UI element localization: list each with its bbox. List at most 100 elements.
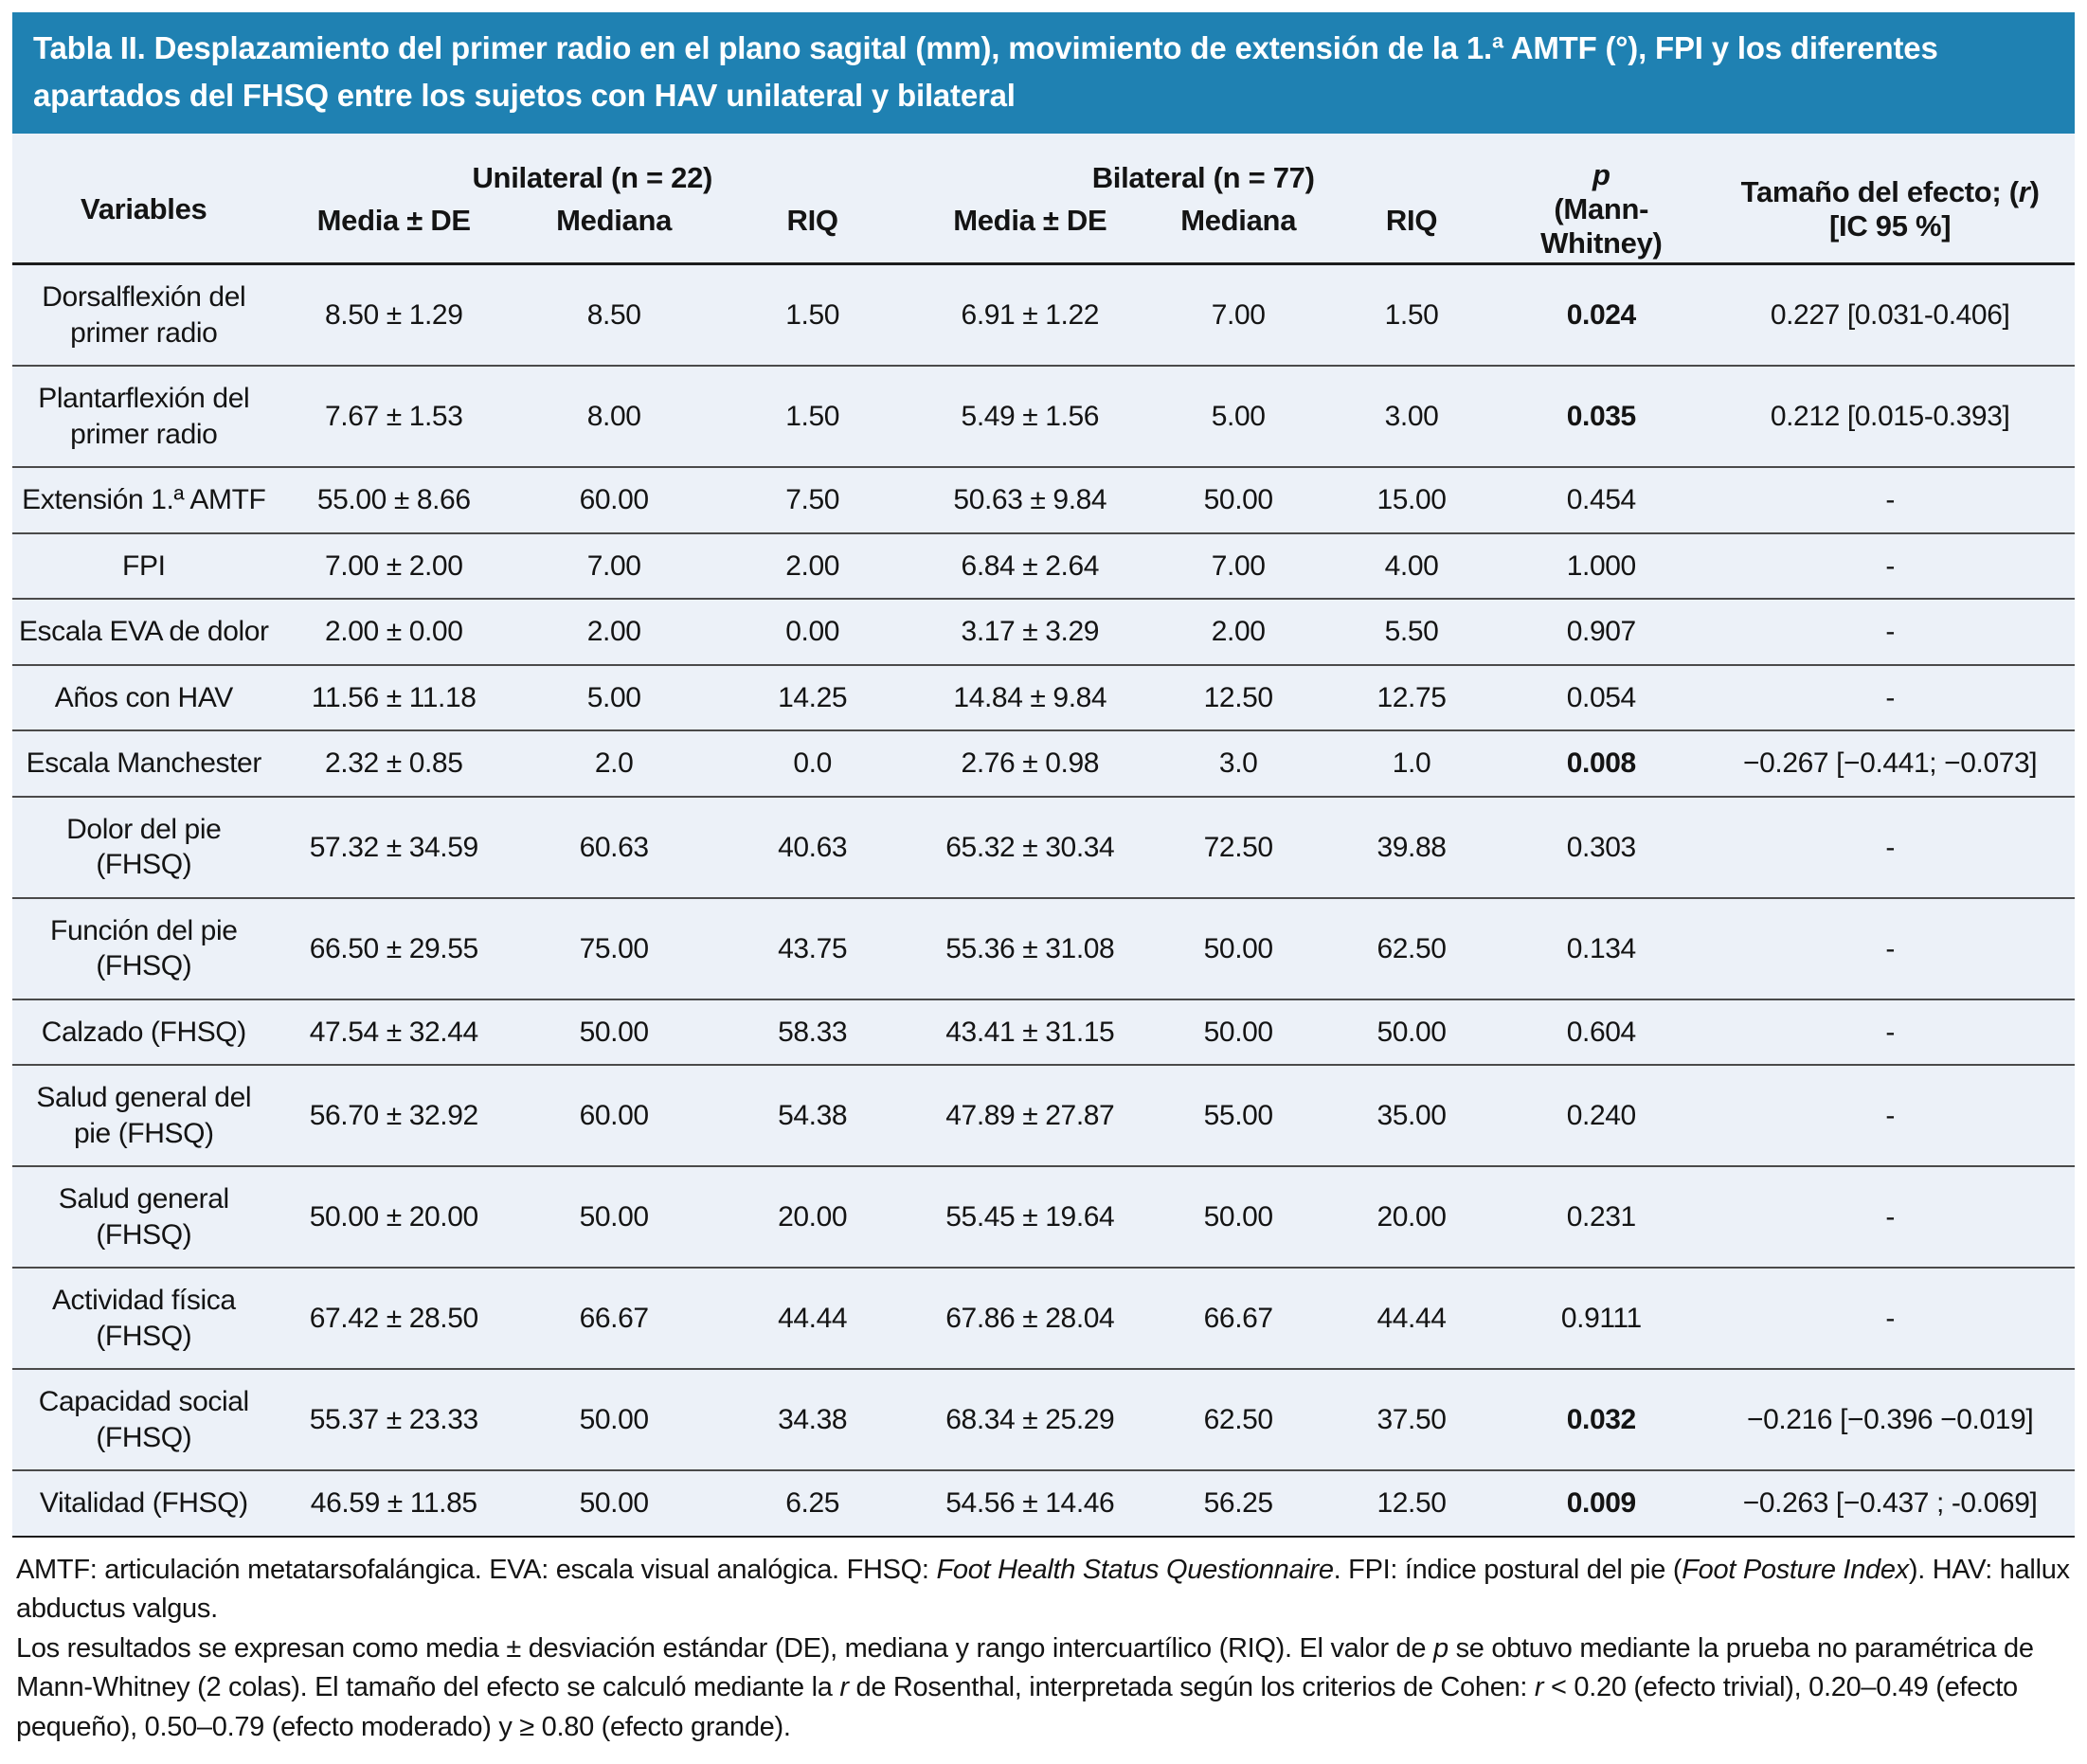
table-row: Años con HAV 11.56 ± 11.18 5.00 14.25 14.84 …: [12, 663, 2075, 731]
value-cell-u-mean: 55.00 ± 8.66: [275, 466, 513, 533]
value-cell-effect: -: [1705, 795, 2075, 898]
table-row: Escala EVA de dolor 2.00 ± 0.00 2.00 0.00 3.…: [12, 598, 2075, 665]
value-cell-b-riq: 50.00: [1325, 998, 1498, 1066]
value-cell-u-mean: 67.42 ± 28.50: [275, 1267, 513, 1370]
value-cell-b-riq: 35.00: [1325, 1064, 1498, 1167]
value-cell-b-median: 56.25: [1150, 1469, 1326, 1537]
row-label: Dolor del pie (FHSQ): [12, 795, 276, 898]
value-cell-b-riq: 12.50: [1325, 1469, 1498, 1537]
value-cell-p: 0.032: [1497, 1368, 1706, 1471]
value-cell-b-riq: 20.00: [1325, 1165, 1498, 1269]
value-cell-u-median: 8.50: [586, 299, 641, 332]
value-cell-u-median: 5.00: [512, 663, 716, 731]
value-cell-u-median: 7.00: [512, 531, 716, 600]
value-cell-p: 0.231: [1497, 1165, 1706, 1269]
column-header-p-mann-whitney: p (Mann- Whitney): [1497, 134, 1705, 264]
value-cell-u-riq: 54.38: [715, 1064, 909, 1167]
value-cell-u-riq: 0.0: [715, 729, 909, 797]
value-cell-b-median: 7.00: [1211, 299, 1266, 332]
value-cell-p: 0.240: [1497, 1064, 1706, 1167]
value-cell-u-riq: 34.38: [715, 1368, 909, 1471]
value-cell-u-median: 8.00: [512, 365, 716, 468]
value-cell-u-median: 50.00: [512, 1368, 716, 1471]
value-cell-effect: 0.227 [0.031-0.406]: [1770, 299, 2010, 332]
table-header: Variables Unilateral (n = 22) Bilateral …: [12, 134, 2075, 264]
value-cell-u-median: 50.00: [512, 998, 716, 1066]
value-cell-u-median: 66.67: [512, 1267, 716, 1370]
value-cell-u-median: 50.00: [512, 1469, 716, 1537]
value-cell-b-mean: 6.84 ± 2.64: [909, 531, 1151, 600]
value-cell-u-riq: 20.00: [715, 1165, 909, 1269]
value-cell-p: 0.907: [1497, 598, 1706, 665]
value-cell-u-riq: 44.44: [715, 1267, 909, 1370]
row-label: Escala EVA de dolor: [12, 598, 276, 665]
column-header-unilateral-median: Mediana: [556, 203, 673, 237]
row-label: Vitalidad (FHSQ): [12, 1469, 276, 1537]
value-cell-u-riq: 43.75: [715, 896, 909, 999]
table-row: Dolor del pie (FHSQ) 57.32 ± 34.59 60.63 40…: [12, 795, 2075, 898]
value-cell-effect: -: [1705, 1064, 2075, 1167]
value-cell-b-riq: 44.44: [1325, 1267, 1498, 1370]
value-cell-b-mean: 43.41 ± 31.15: [909, 998, 1151, 1066]
value-cell-u-mean: 55.37 ± 23.33: [275, 1368, 513, 1471]
value-cell-u-riq: 0.00: [715, 598, 909, 665]
footnote-italic-segment: r: [839, 1672, 849, 1703]
value-cell-b-median: 55.00: [1150, 1064, 1326, 1167]
value-cell-b-riq: 39.88: [1325, 795, 1498, 898]
footnote-2: Los resultados se expresan como media ± …: [16, 1629, 2071, 1747]
value-cell-u-mean: 66.50 ± 29.55: [275, 896, 513, 999]
p-line2: (Mann-: [1554, 192, 1649, 226]
value-cell-effect: −0.267 [−0.441; −0.073]: [1705, 729, 2075, 797]
table-row: Actividad física (FHSQ) 67.42 ± 28.50 66.6…: [12, 1267, 2075, 1370]
value-cell-u-riq: 2.00: [715, 531, 909, 600]
value-cell-u-mean: 7.00 ± 2.00: [275, 531, 513, 600]
value-cell-effect: −0.263 [−0.437 ; -0.069]: [1705, 1469, 2075, 1537]
value-cell-b-mean: 67.86 ± 28.04: [909, 1267, 1151, 1370]
value-cell-b-mean: 5.49 ± 1.56: [909, 365, 1151, 468]
value-cell-u-mean: 7.67 ± 1.53: [275, 365, 513, 468]
table-footnotes: AMTF: articulación metatarsofalángica. E…: [12, 1537, 2075, 1764]
value-cell-b-median: 50.00: [1150, 998, 1326, 1066]
value-cell-b-mean: 3.17 ± 3.29: [909, 598, 1151, 665]
row-label: Años con HAV: [12, 663, 276, 731]
value-cell-u-mean: 46.59 ± 11.85: [275, 1469, 513, 1537]
value-cell-effect: -: [1705, 998, 2075, 1066]
value-cell-u-riq: 1.50: [785, 299, 840, 332]
value-cell-b-mean: 6.91 ± 1.22: [961, 299, 1100, 332]
value-cell-u-median: 2.00: [512, 598, 716, 665]
footnote-text-segment: Los resultados se expresan como media ± …: [16, 1632, 1433, 1664]
value-cell-effect: -: [1705, 1267, 2075, 1370]
value-cell-p: 0.054: [1497, 663, 1706, 731]
value-cell-u-median: 60.00: [512, 466, 716, 533]
value-cell-b-riq: 37.50: [1325, 1368, 1498, 1471]
value-cell-effect: −0.216 [−0.396 −0.019]: [1705, 1368, 2075, 1471]
value-cell-b-median: 50.00: [1150, 466, 1326, 533]
footnote-italic-segment: p: [1432, 1632, 1448, 1664]
value-cell-b-riq: 5.50: [1325, 598, 1498, 665]
value-cell-b-mean: 68.34 ± 25.29: [909, 1368, 1151, 1471]
column-header-bilateral-mean: Media ± DE: [953, 203, 1107, 237]
table-row: Extensión 1.ª AMTF 55.00 ± 8.66 60.00 7.50 5…: [12, 466, 2075, 533]
value-cell-b-mean: 55.45 ± 19.64: [909, 1165, 1151, 1269]
value-cell-u-median: 60.63: [512, 795, 716, 898]
value-cell-effect: -: [1705, 598, 2075, 665]
data-table: Variables Unilateral (n = 22) Bilateral …: [12, 134, 2075, 1538]
value-cell-b-riq: 4.00: [1325, 531, 1498, 600]
value-cell-b-median: 2.00: [1150, 598, 1326, 665]
value-cell-p: 0.035: [1497, 365, 1706, 468]
effect-prefix: Tamaño del efecto; (: [1740, 175, 2019, 209]
column-header-unilateral-mean: Media ± DE: [316, 203, 471, 237]
table-row: Salud general (FHSQ) 50.00 ± 20.00 50.00 20…: [12, 1165, 2075, 1269]
value-cell-p: 0.604: [1497, 998, 1706, 1066]
value-cell-b-median: 50.00: [1150, 1165, 1326, 1269]
value-cell-b-mean: 47.89 ± 27.87: [909, 1064, 1151, 1167]
row-label: FPI: [12, 531, 276, 600]
table-row: Capacidad social (FHSQ) 55.37 ± 23.33 50.0…: [12, 1368, 2075, 1471]
p-symbol: p: [1592, 158, 1610, 192]
value-cell-p: 0.009: [1497, 1469, 1706, 1537]
footnote-1: AMTF: articulación metatarsofalángica. E…: [16, 1551, 2071, 1629]
footnote-text-segment: . FPI: índice postural del pie (: [1333, 1554, 1682, 1585]
value-cell-u-mean: 56.70 ± 32.92: [275, 1064, 513, 1167]
row-label: Extensión 1.ª AMTF: [12, 466, 276, 533]
column-header-bilateral-riq: RIQ: [1385, 203, 1438, 237]
